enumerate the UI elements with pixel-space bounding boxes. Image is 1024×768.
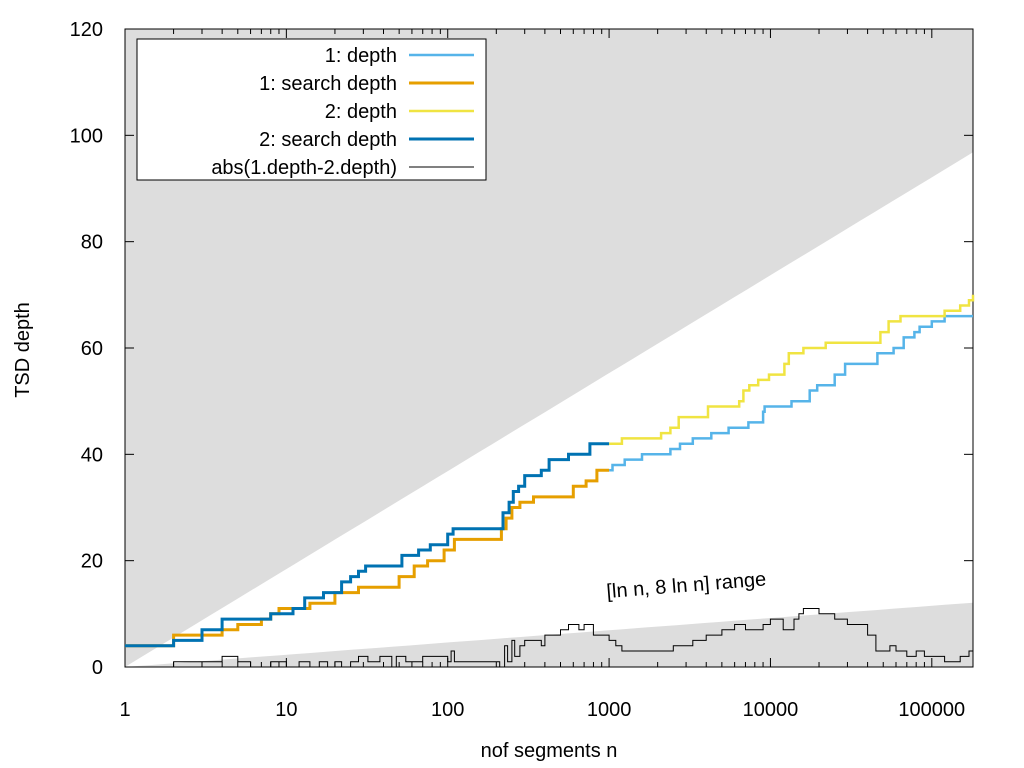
y-tick-label: 20 xyxy=(81,551,103,573)
range-band-upper-region xyxy=(125,29,973,667)
range-band-label: [ln n, 8 ln n] range xyxy=(606,568,767,602)
series-line-1-search-depth xyxy=(125,468,610,648)
legend-label: 1: depth xyxy=(325,45,397,67)
y-tick-label: 0 xyxy=(92,657,103,679)
series-line-abs-1-depth-2-depth- xyxy=(125,608,973,668)
y-axis-title: TSD depth xyxy=(12,302,34,398)
y-tick-label: 80 xyxy=(81,232,103,254)
legend: 1: depth 1: search depth 2: depth 2: search… xyxy=(136,38,487,181)
x-tick-label: 1000 xyxy=(587,699,632,721)
legend-box xyxy=(136,38,487,181)
x-tick-label: 1 xyxy=(119,699,130,721)
y-tick-label: 100 xyxy=(70,125,103,147)
y-tick-label: 60 xyxy=(81,338,103,360)
x-tick-label: 100 xyxy=(431,699,464,721)
x-tick-label: 100000 xyxy=(898,699,965,721)
legend-label: abs(1.depth-2.depth) xyxy=(211,157,397,179)
series-line-1-depth xyxy=(609,314,973,472)
y-tick-label: 40 xyxy=(81,444,103,466)
series-line-2-depth xyxy=(609,294,975,445)
legend-label: 1: search depth xyxy=(259,73,397,95)
x-tick-label: 10 xyxy=(275,699,297,721)
legend-label: 2: depth xyxy=(325,101,397,123)
y-tick-label: 120 xyxy=(70,19,103,41)
x-tick-label: 10000 xyxy=(743,699,799,721)
legend-label: 2: search depth xyxy=(259,129,397,151)
x-axis-title: nof segments n xyxy=(481,740,618,762)
series-line-2-search-depth xyxy=(125,442,610,648)
series-layer xyxy=(125,294,975,668)
